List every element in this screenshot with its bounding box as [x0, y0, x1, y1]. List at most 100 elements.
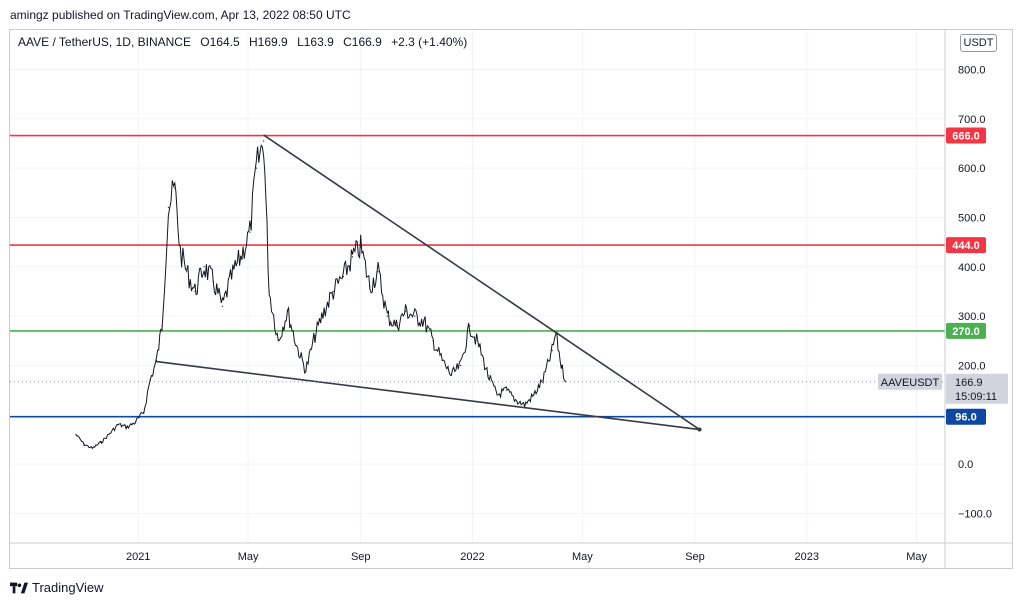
price-point [369, 285, 371, 288]
level-label-bg [946, 408, 986, 425]
price-point [149, 379, 151, 381]
legend-symbol[interactable]: AAVE / TetherUS, 1D, BINANCE [18, 35, 191, 49]
price-point [441, 359, 443, 362]
price-point [332, 290, 334, 293]
x-tick-label: May [906, 551, 927, 563]
horizontal-levels [10, 134, 945, 418]
price-point [459, 364, 462, 367]
price-point [221, 305, 224, 307]
price-point [496, 394, 498, 396]
tradingview-logo-icon [10, 582, 28, 593]
price-point [203, 266, 205, 268]
last-price-marker: AAVEUSDT 166.9 15:09:11 [10, 373, 1008, 404]
price-point [487, 374, 489, 376]
price-point [524, 404, 526, 406]
bar-countdown: 15:09:11 [955, 391, 997, 403]
price-point [405, 310, 407, 312]
y-tick-label: 300.0 [958, 311, 986, 323]
y-axis[interactable]: 800.0 700.0 600.0 500.0 400.0 300.0 200.0 0.0 −1… [958, 64, 992, 520]
price-point [386, 315, 388, 317]
x-tick-label: May [238, 551, 259, 563]
y-tick-label: 0.0 [958, 459, 973, 471]
trendline-lower [155, 360, 700, 431]
price-point [263, 140, 265, 142]
level-label: 444.0 [952, 240, 980, 252]
axis-lines [10, 30, 1013, 569]
legend-high: H169.9 [249, 35, 288, 49]
price-point [117, 424, 119, 426]
price-point [469, 325, 471, 327]
y-tick-label: 800.0 [958, 64, 986, 76]
y-tick-label: 200.0 [958, 360, 986, 372]
x-tick-label: May [572, 551, 593, 563]
price-point [167, 206, 170, 209]
price-point [186, 271, 188, 273]
symbol-legend: AAVE / TetherUS, 1D, BINANCE O164.5 H169… [18, 35, 473, 49]
price-point [75, 433, 77, 436]
price-point [414, 315, 416, 317]
level-label-bg [946, 127, 986, 144]
price-point [395, 325, 398, 327]
x-tick-label: Sep [685, 551, 705, 563]
legend-low: L163.9 [297, 35, 334, 49]
price-point [314, 335, 316, 337]
x-axis[interactable]: 2021 May Sep 2022 May Sep 2023 May [126, 551, 928, 563]
price-point [551, 350, 553, 352]
trendline-apex [697, 427, 702, 432]
legend-close: C166.9 [343, 35, 382, 49]
legend-open: O164.5 [200, 35, 240, 49]
price-point [255, 167, 257, 169]
y-tick-label: 400.0 [958, 262, 986, 274]
price-point [194, 290, 196, 293]
tradingview-logo[interactable]: TradingView [10, 580, 104, 595]
currency-unit-button[interactable]: USDT [960, 34, 997, 52]
tradingview-brand-text: TradingView [32, 580, 104, 595]
level-label: 270.0 [952, 326, 980, 338]
price-point [126, 426, 128, 428]
symbol-tag: AAVEUSDT [881, 377, 940, 389]
level-price-labels: 666.0 444.0 270.0 96.0 [946, 127, 986, 425]
level-label-bg [946, 322, 986, 339]
trendlines [155, 134, 702, 432]
price-point [342, 276, 344, 278]
y-tick-label: 600.0 [958, 163, 986, 175]
price-point [323, 310, 325, 312]
price-point [533, 394, 535, 396]
chart-frame [9, 29, 1013, 569]
y-tick-label: −100.0 [958, 508, 992, 520]
last-price-label: 166.9 [955, 377, 983, 389]
level-label: 96.0 [955, 412, 976, 424]
price-point [231, 276, 233, 278]
price-point [83, 443, 85, 445]
trendline-upper [263, 134, 701, 431]
y-tick-label: 500.0 [958, 212, 986, 224]
level-label-bg [946, 237, 986, 254]
price-point [296, 345, 298, 347]
price-point [174, 187, 176, 189]
price-point [432, 340, 434, 342]
publisher-line: amingz published on TradingView.com, Apr… [10, 8, 351, 22]
price-point [286, 310, 289, 312]
price-point [100, 441, 103, 443]
x-tick-label: 2021 [126, 551, 150, 563]
price-point [560, 364, 562, 367]
last-price-label-bg [946, 373, 1008, 404]
price-point [143, 411, 145, 413]
price-point [514, 399, 517, 401]
x-tick-label: 2022 [460, 551, 484, 563]
price-line [75, 144, 567, 450]
price-point [109, 432, 111, 435]
price-point [277, 340, 279, 342]
price-point [268, 290, 270, 293]
price-point [450, 374, 453, 376]
price-point [478, 345, 480, 347]
price-point [249, 231, 251, 233]
price-point [505, 389, 507, 391]
price-point [134, 421, 137, 423]
legend-change: +2.3 (+1.40%) [391, 35, 468, 49]
price-point [351, 256, 354, 258]
price-point [542, 379, 544, 381]
price-point [377, 271, 379, 273]
price-point [161, 325, 163, 327]
